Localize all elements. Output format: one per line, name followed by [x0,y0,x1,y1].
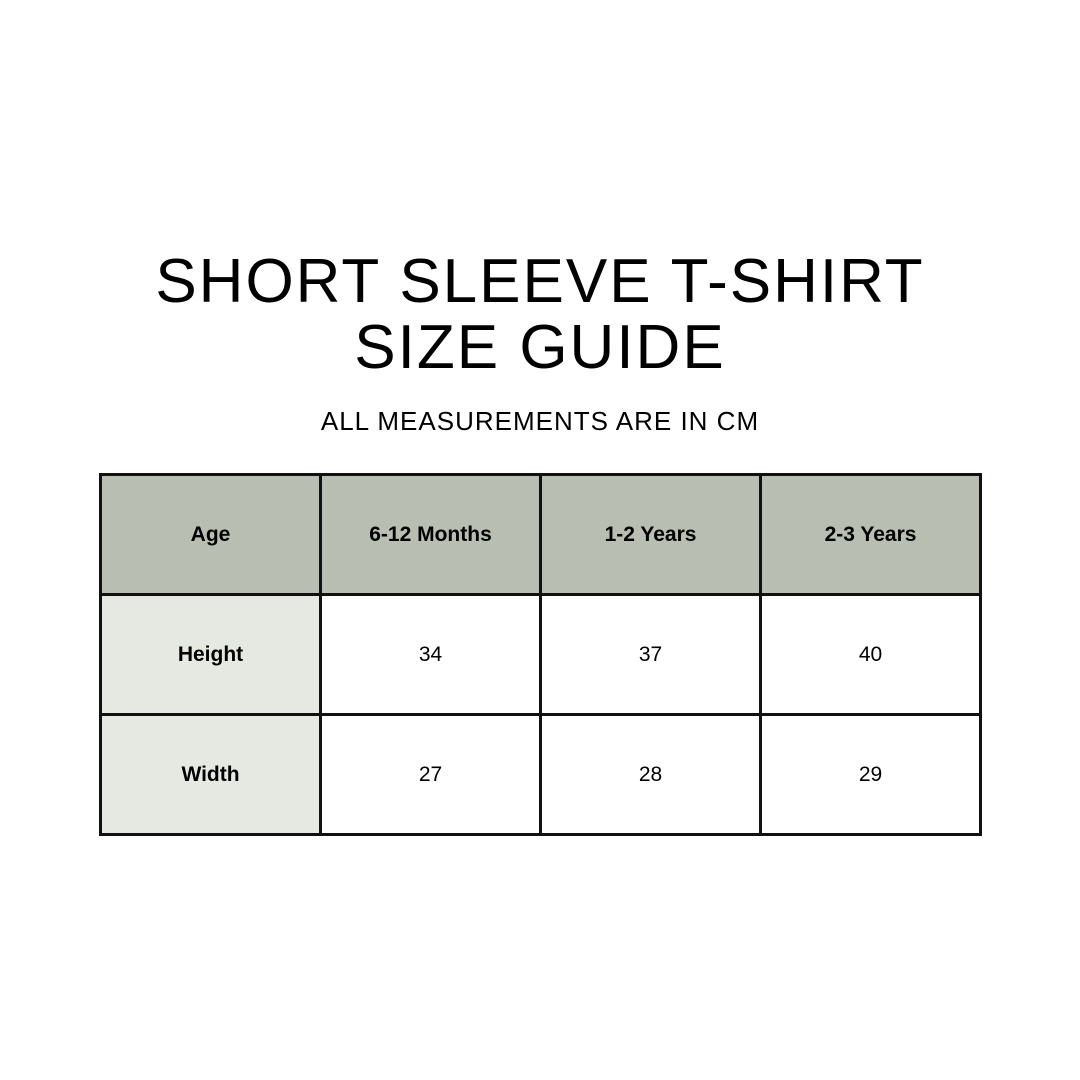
title-line-1: SHORT SLEEVE T-SHIRT [155,247,925,316]
header-cell: 1-2 Years [539,473,762,596]
header-cell: Age [99,473,322,596]
page-title: SHORT SLEEVE T-SHIRT SIZE GUIDE [0,249,1080,381]
row-label: Width [99,713,322,836]
subtitle: ALL MEASUREMENTS ARE IN CM [320,406,760,436]
table-cell: 34 [319,593,542,716]
table-header-row: Age 6-12 Months 1-2 Years 2-3 Years [99,473,982,596]
table-cell: 28 [539,713,762,836]
table-row: Width 27 28 29 [99,713,982,836]
table-cell: 37 [539,593,762,716]
header-cell: 2-3 Years [759,473,982,596]
header-cell: 6-12 Months [319,473,542,596]
size-table: Age 6-12 Months 1-2 Years 2-3 Years Heig… [99,473,982,836]
row-label: Height [99,593,322,716]
table-cell: 29 [759,713,982,836]
table-cell: 27 [319,713,542,836]
title-line-2: SIZE GUIDE [354,313,726,382]
table-row: Height 34 37 40 [99,593,982,716]
table-cell: 40 [759,593,982,716]
